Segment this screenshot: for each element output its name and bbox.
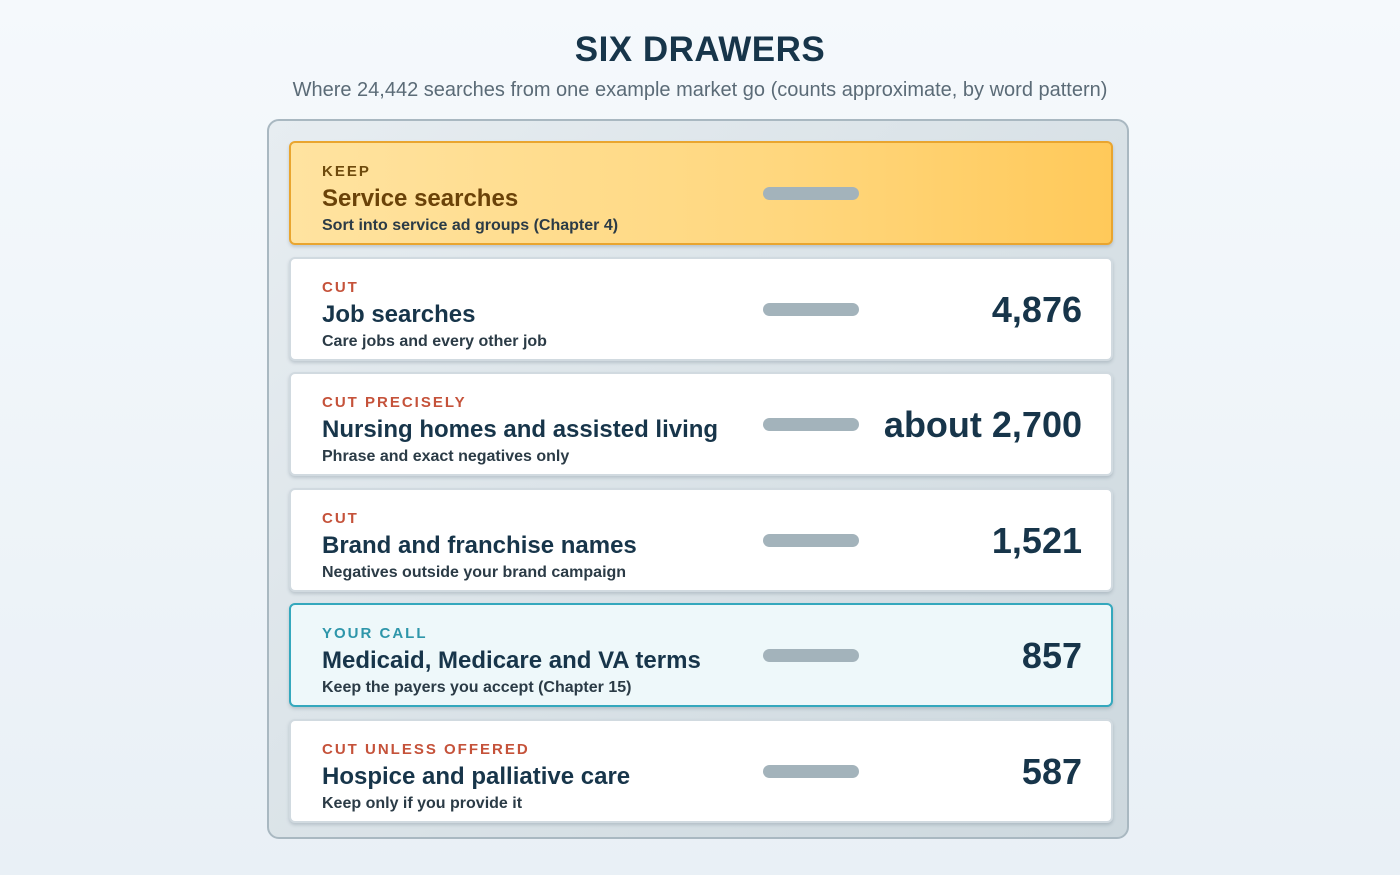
drawer-handle[interactable] bbox=[763, 649, 859, 663]
drawer-handle[interactable] bbox=[763, 533, 859, 547]
drawer-note: Keep only if you provide it bbox=[322, 794, 523, 812]
drawer-note: Care jobs and every other job bbox=[322, 332, 547, 350]
drawer-note: Sort into service ad groups (Chapter 4) bbox=[322, 217, 619, 234]
page-subtitle: Where 24,442 searches from one example m… bbox=[292, 79, 1108, 101]
drawer-title: Service searches bbox=[322, 185, 519, 212]
drawer-handle[interactable] bbox=[763, 302, 859, 316]
drawer-action-label: CUT UNLESS OFFERED bbox=[322, 740, 530, 758]
drawer-note: Phrase and exact negatives only bbox=[322, 448, 570, 466]
drawer-title: Hospice and palliative care bbox=[322, 762, 631, 790]
drawer-nursing-homes[interactable]: CUT PRECISELY Nursing homes and assisted… bbox=[289, 372, 1113, 477]
drawer-service-searches[interactable]: KEEP Service searches Sort into service … bbox=[289, 141, 1113, 245]
drawer-title: Job searches bbox=[322, 300, 476, 328]
drawer-count: 587 bbox=[1021, 750, 1082, 792]
drawer-count: about 2,700 bbox=[883, 404, 1082, 446]
page-title: SIX DRAWERS bbox=[574, 30, 826, 69]
drawer-handle[interactable] bbox=[763, 764, 859, 778]
drawer-action-label: KEEP bbox=[322, 163, 371, 180]
drawer-hospice[interactable]: CUT UNLESS OFFERED Hospice and palliativ… bbox=[289, 718, 1113, 823]
drawer-payer-terms[interactable]: YOUR CALL Medicaid, Medicare and VA term… bbox=[289, 603, 1113, 708]
drawer-action-label: CUT bbox=[322, 509, 359, 527]
drawer-count: 4,876 bbox=[991, 288, 1082, 330]
drawer-title: Brand and franchise names bbox=[322, 531, 637, 559]
drawer-handle[interactable] bbox=[763, 187, 859, 200]
drawer-handle[interactable] bbox=[763, 418, 859, 432]
drawer-count: 857 bbox=[1021, 635, 1082, 677]
drawer-action-label: CUT PRECISELY bbox=[322, 394, 467, 412]
drawer-action-label: YOUR CALL bbox=[322, 625, 428, 643]
drawer-cabinet: KEEP Service searches Sort into service … bbox=[267, 119, 1129, 839]
drawer-action-label: CUT bbox=[322, 278, 359, 296]
drawer-title: Nursing homes and assisted living bbox=[322, 416, 719, 444]
drawer-note: Negatives outside your brand campaign bbox=[322, 563, 627, 581]
drawer-brand-names[interactable]: CUT Brand and franchise names Negatives … bbox=[289, 487, 1113, 592]
drawer-note: Keep the payers you accept (Chapter 15) bbox=[322, 679, 632, 697]
drawer-job-searches[interactable]: CUT Job searches Care jobs and every oth… bbox=[289, 256, 1113, 361]
drawer-count: 1,521 bbox=[991, 519, 1082, 561]
drawer-title: Medicaid, Medicare and VA terms bbox=[322, 647, 701, 675]
